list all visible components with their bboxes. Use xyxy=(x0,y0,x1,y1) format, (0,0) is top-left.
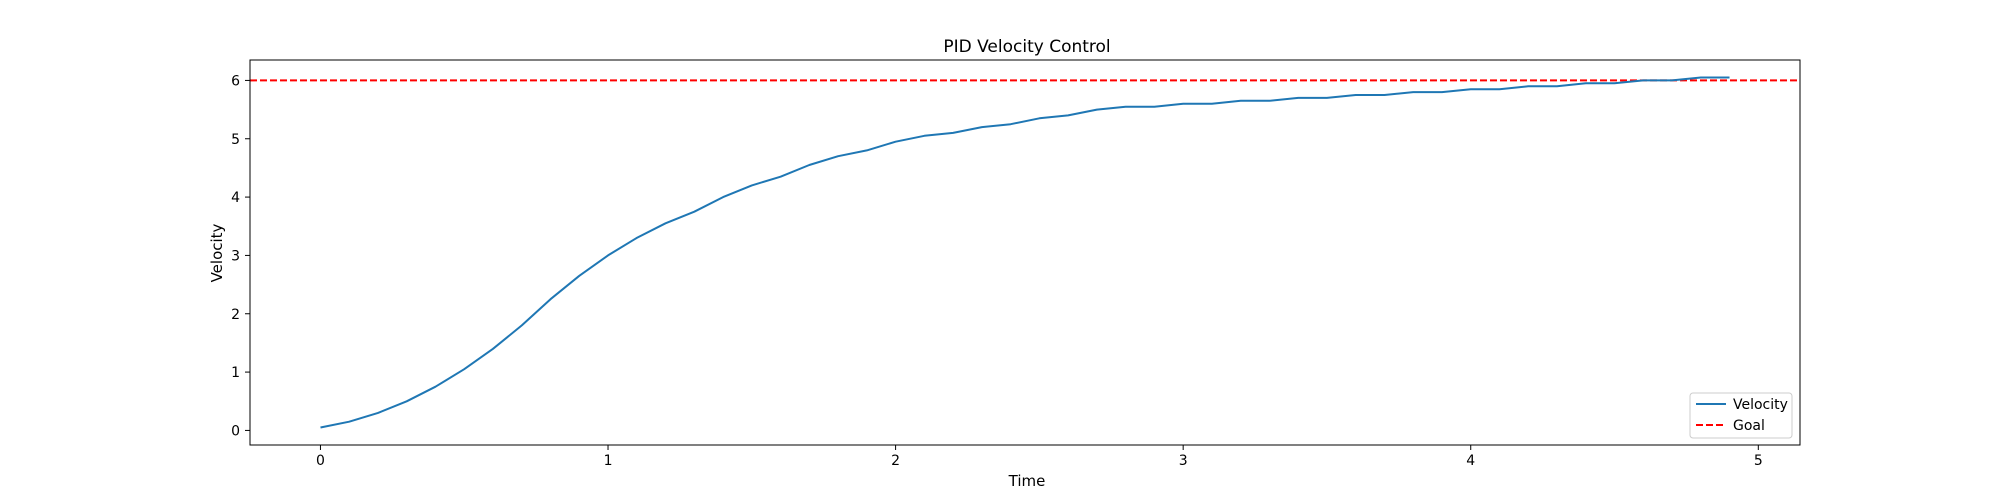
plot-frame xyxy=(249,59,1801,446)
plot-background xyxy=(250,60,1800,445)
x-tick-label: 0 xyxy=(316,453,325,469)
chart-title: PID Velocity Control xyxy=(943,37,1110,57)
y-tick-label: 3 xyxy=(231,248,240,264)
y-tick-label: 5 xyxy=(231,132,240,148)
legend-goal-label: Goal xyxy=(1733,418,1765,434)
x-tick-label: 5 xyxy=(1754,453,1763,469)
y-axis-label: Velocity xyxy=(208,223,226,282)
x-tick-label: 2 xyxy=(891,453,900,469)
y-tick-label: 6 xyxy=(231,73,240,89)
series-layer xyxy=(320,76,1730,429)
x-axis-label: Time xyxy=(1008,472,1046,490)
y-tick-label: 4 xyxy=(231,190,240,206)
x-tick-label: 1 xyxy=(604,453,613,469)
y-tick-label: 0 xyxy=(231,423,240,439)
y-tick-label: 2 xyxy=(231,307,240,323)
plot-area xyxy=(249,59,1801,446)
legend: Velocity Goal xyxy=(1689,392,1793,439)
y-tick-label: 1 xyxy=(231,365,240,381)
x-tick-label: 3 xyxy=(1179,453,1188,469)
velocity-line xyxy=(320,76,1730,429)
x-axis: 0 1 2 3 4 5 xyxy=(316,445,1763,469)
x-tick-label: 4 xyxy=(1466,453,1475,469)
y-axis: 0 1 2 3 4 5 6 xyxy=(231,73,250,439)
legend-velocity-label: Velocity xyxy=(1733,397,1788,413)
